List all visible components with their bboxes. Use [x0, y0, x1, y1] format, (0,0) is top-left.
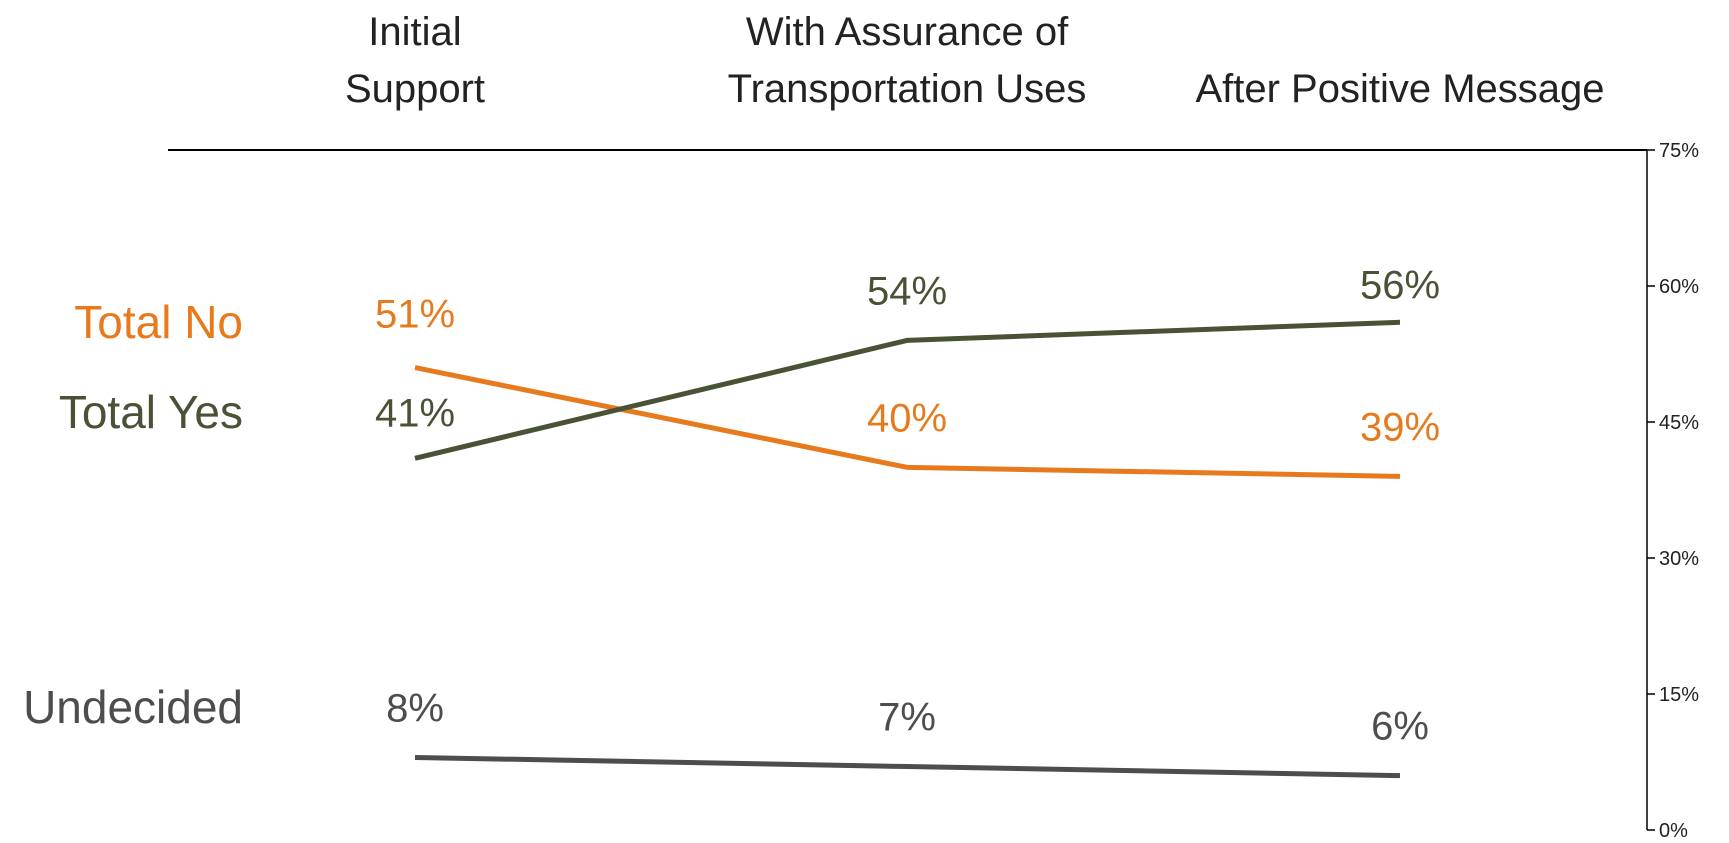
- y-tick-label: 30%: [1659, 548, 1699, 570]
- series-names: Total No Total Yes Undecided: [23, 296, 243, 733]
- y-tick-label: 60%: [1659, 276, 1699, 298]
- series-line-total-yes: [414, 319, 1401, 461]
- data-label: 54%: [867, 269, 947, 313]
- data-label: 41%: [375, 391, 455, 435]
- data-label: 6%: [1371, 705, 1429, 749]
- series-name-total-yes: Total Yes: [59, 386, 243, 438]
- category-label: After Positive Message: [1195, 67, 1604, 111]
- data-label: 39%: [1360, 405, 1440, 449]
- data-labels: 51% 40% 39% 41% 54% 56% 8% 7% 6%: [375, 263, 1440, 748]
- category-label: Initial Support: [345, 10, 485, 111]
- data-label: 8%: [386, 686, 444, 730]
- y-axis: 0% 15% 30% 45% 60% 75%: [1646, 140, 1699, 842]
- series-line-total-no: [414, 365, 1401, 479]
- data-label: 56%: [1360, 263, 1440, 307]
- data-label: 7%: [878, 696, 936, 740]
- category-label: With Assurance of Transportation Uses: [728, 10, 1087, 111]
- category-labels: Initial Support With Assurance of Transport…: [345, 10, 1605, 111]
- series-name-total-no: Total No: [74, 296, 243, 348]
- y-tick-label: 15%: [1659, 684, 1699, 706]
- series-line-undecided: [414, 754, 1401, 779]
- data-label: 40%: [867, 396, 947, 440]
- series-name-undecided: Undecided: [23, 681, 243, 733]
- series-lines: [414, 319, 1401, 779]
- data-label: 51%: [375, 293, 455, 337]
- y-tick-label: 45%: [1659, 412, 1699, 434]
- y-tick-label: 0%: [1659, 820, 1688, 842]
- y-tick-label: 75%: [1659, 140, 1699, 162]
